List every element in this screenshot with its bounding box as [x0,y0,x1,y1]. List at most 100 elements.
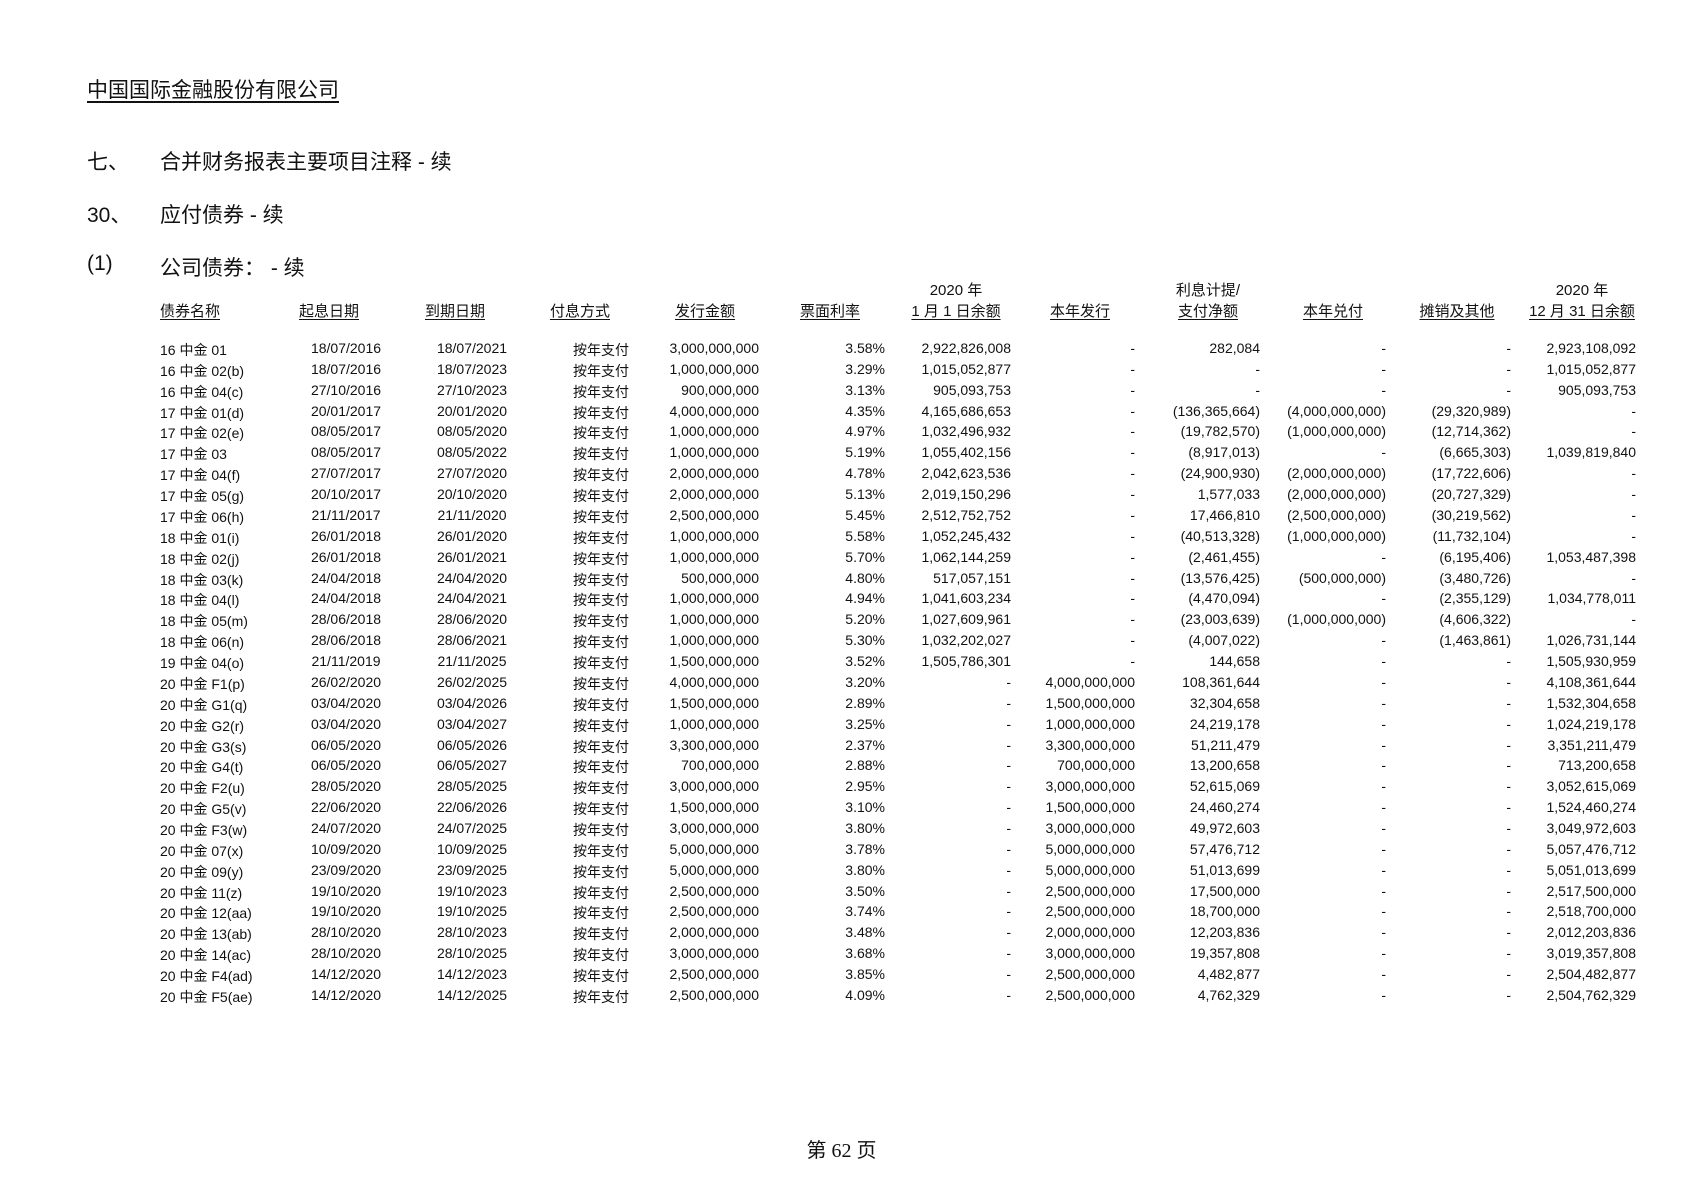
table-cell: - [1506,360,1511,377]
table-cell: 3.52% [845,653,885,670]
table-cell: 5,000,000,000 [1045,861,1135,878]
note-title: 应付债券 - 续 [160,204,284,227]
table-cell: 3,000,000,000 [669,778,759,795]
table-cell: 按年支付 [573,467,629,484]
bond-name-cell: 18 中金 04(l) [160,592,240,609]
table-cell: 按年支付 [573,634,629,651]
table-cell: 2,504,762,329 [1546,986,1636,1003]
table-cell: 1,505,930,959 [1546,653,1636,670]
table-cell: - [1631,506,1636,523]
table-cell: - [1006,736,1011,753]
table-cell: - [1506,736,1511,753]
table-cell: 1,500,000,000 [669,653,759,670]
table-cell: 1,500,000,000 [669,799,759,816]
table-cell: - [1506,653,1511,670]
note-number: 30、 [87,204,132,227]
column-header-cell: 到期日期 [375,300,535,321]
table-cell: - [1130,548,1135,565]
table-cell: 03/04/2026 [436,694,508,711]
column-header-top: 利息计提/ [1175,282,1241,299]
table-cell: 按年支付 [573,425,629,442]
table-cell: 700,000,000 [681,757,759,774]
table-cell: 5,000,000,000 [1045,840,1135,857]
table-cell: 1,500,000,000 [1045,799,1135,816]
column-header: 支付净额 [1177,303,1238,320]
table-cell: 19,357,808 [1189,945,1260,962]
table-cell: 26/01/2018 [310,527,382,544]
table-cell: (1,000,000,000) [1287,527,1386,544]
table-cell: 按年支付 [573,383,629,400]
table-cell: 2,012,203,836 [1546,924,1636,941]
table-cell: 3.10% [845,799,885,816]
table-cell: 17,466,810 [1189,506,1260,523]
table-cell: 06/05/2027 [436,757,508,774]
table-cell: 按年支付 [573,717,629,734]
table-cell: (4,007,022) [1188,632,1260,649]
table-cell: (12,714,362) [1431,423,1511,440]
table-cell: 3,351,211,479 [1547,736,1637,753]
table-cell: (1,463,861) [1439,632,1511,649]
column-header-cell: 12 月 31 日余额 [1502,300,1662,321]
table-cell: 2,512,752,752 [921,506,1011,523]
bond-name-cell: 20 中金 F1(p) [160,675,245,692]
table-cell: - [1381,381,1386,398]
column-header: 12 月 31 日余额 [1529,303,1635,320]
table-cell: - [1506,799,1511,816]
table-cell: - [1381,694,1386,711]
table-cell: 1,524,460,274 [1546,799,1636,816]
table-cell: 24/07/2025 [436,820,508,836]
section-number: 七、 [87,151,129,174]
table-cell: 1,000,000,000 [669,632,759,649]
table-cell: 1,024,219,178 [1546,715,1636,732]
table-cell: 108,361,644 [1182,673,1260,690]
table-cell: 按年支付 [573,780,629,797]
column-header-top: 2020 年 [1555,282,1609,299]
table-cell: (13,576,425) [1180,569,1260,586]
table-cell: - [1006,986,1011,1003]
table-cell: 1,000,000,000 [669,590,759,607]
table-cell: 2,500,000,000 [1045,903,1135,920]
bond-name-cell: 20 中金 G3(s) [160,738,247,755]
bond-name-cell: 18 中金 03(k) [160,571,244,588]
table-cell: 06/05/2020 [310,736,382,753]
table-cell: 3,000,000,000 [669,340,759,356]
table-cell: - [1381,945,1386,962]
table-cell: 3.58% [845,340,885,356]
table-cell: 按年支付 [573,738,629,755]
table-cell: 4.35% [845,402,885,419]
table-cell: 2.88% [845,757,885,774]
table-cell: 14/12/2023 [436,966,508,983]
table-cell: - [1506,882,1511,899]
table-cell: 20/01/2020 [436,402,508,419]
table-cell: 3.48% [845,924,885,941]
bond-name-cell: 16 中金 02(b) [160,362,245,379]
table-cell: 3,000,000,000 [1045,945,1135,962]
table-cell: 2,504,482,877 [1546,966,1636,983]
table-cell: 3.29% [845,360,885,377]
table-cell: - [1006,840,1011,857]
table-cell: - [1381,820,1386,836]
table-cell: 26/01/2021 [436,548,508,565]
table-cell: 19/10/2023 [436,882,508,899]
table-cell: - [1006,966,1011,983]
bond-name-cell: 17 中金 06(h) [160,508,245,525]
table-cell: 按年支付 [573,842,629,859]
table-cell: - [1506,986,1511,1003]
bond-name-cell: 17 中金 05(g) [160,488,245,505]
table-cell: 23/09/2025 [436,861,508,878]
table-cell: 2.95% [845,778,885,795]
table-cell: - [1381,840,1386,857]
table-cell: - [1130,360,1135,377]
table-cell: 4.80% [845,569,885,586]
table-cell: 按年支付 [573,446,629,463]
bond-name-cell: 20 中金 F2(u) [160,780,245,797]
table-cell: 1,577,033 [1197,486,1260,503]
table-cell: (4,606,322) [1439,611,1511,628]
table-cell: - [1381,653,1386,670]
table-cell: - [1130,506,1135,523]
table-cell: 24/04/2018 [310,590,382,607]
table-cell: 5,000,000,000 [669,840,759,857]
table-cell: 23/09/2020 [310,861,382,878]
table-cell: 3.85% [845,966,885,983]
table-cell: 1,026,731,144 [1546,632,1636,649]
